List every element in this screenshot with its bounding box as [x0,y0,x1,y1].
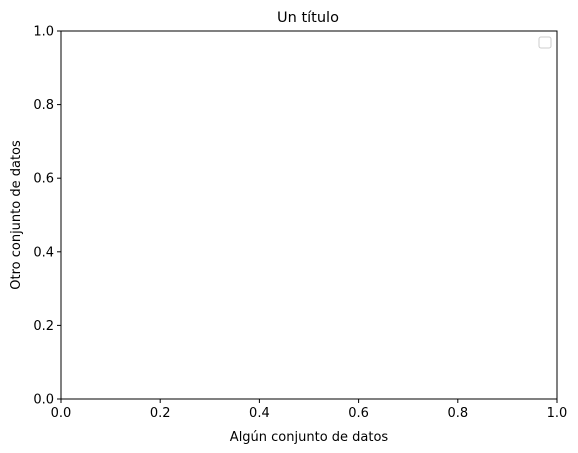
axes-frame [60,30,558,400]
x-tick-label: 0.0 [51,406,72,421]
x-tick-label: 0.8 [447,406,468,421]
y-tick-label: 1.0 [33,25,54,40]
x-tick-label: 0.4 [249,406,270,421]
chart-title: Un título [277,10,339,26]
y-tick-label: 0.4 [33,245,54,260]
x-axis-label: Algún conjunto de datos [230,430,389,445]
y-axis: 0.0 0.2 0.4 0.6 0.8 1.0 [33,25,61,408]
y-tick-label: 0.2 [33,319,54,334]
y-tick-label: 0.6 [33,172,54,187]
y-tick-label: 0.0 [33,393,54,408]
x-tick-label: 1.0 [547,406,568,421]
plot-area [60,30,558,400]
y-axis-label: Otro conjunto de datos [9,140,24,290]
legend-box [538,36,552,49]
legend [538,36,552,49]
y-tick-label: 0.8 [33,98,54,113]
x-tick-label: 0.2 [150,406,171,421]
x-axis: 0.0 0.2 0.4 0.6 0.8 1.0 [51,399,568,421]
x-tick-label: 0.6 [348,406,369,421]
